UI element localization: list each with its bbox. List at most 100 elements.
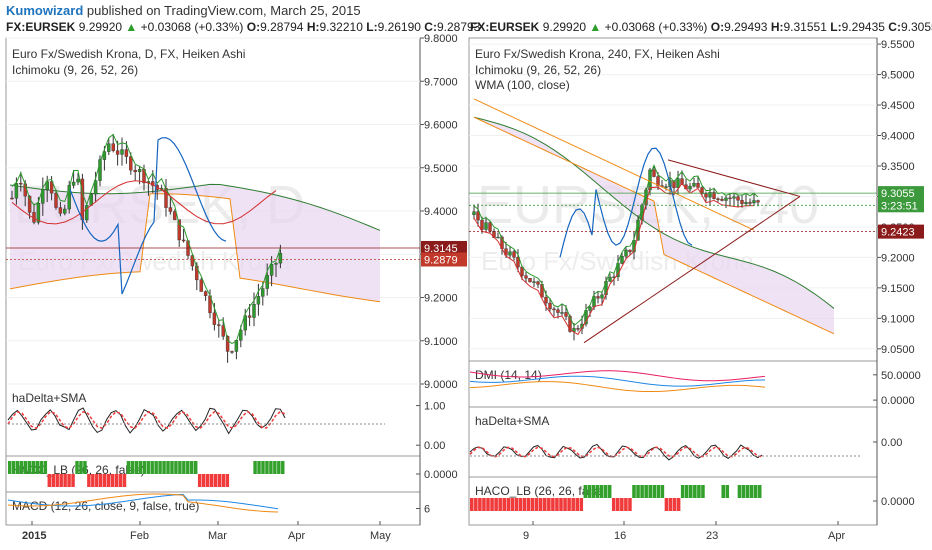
haco-bar-up xyxy=(745,485,750,498)
candle-body xyxy=(274,262,278,265)
haco-bar-up xyxy=(757,485,762,498)
haco-bar-up xyxy=(261,461,265,474)
candle-body xyxy=(716,198,720,200)
candle-body xyxy=(536,281,540,285)
haco-bar-up xyxy=(701,485,705,498)
candle-body xyxy=(556,309,560,313)
pane-y-tick-label: 0.0000 xyxy=(881,496,915,508)
right-low: 9.29435 xyxy=(841,20,885,34)
candle-body xyxy=(532,281,536,283)
candle-body xyxy=(49,181,54,194)
haco-bar-down xyxy=(575,498,579,511)
haco-bar-down xyxy=(514,498,519,511)
haco-bar-up xyxy=(273,461,277,474)
haco-bar-up xyxy=(146,461,150,474)
candle-body xyxy=(712,192,716,199)
candle-body xyxy=(516,257,520,268)
haco-bar-down xyxy=(87,474,91,487)
candle-body xyxy=(708,192,712,198)
haco-bar-down xyxy=(197,474,202,487)
haco-bar-up xyxy=(142,461,146,474)
candle-body xyxy=(652,169,656,177)
haco-bar-down xyxy=(110,474,115,487)
left-symbol: FX:EURSEK xyxy=(6,20,76,34)
haco-bar-down xyxy=(114,474,119,487)
trendline-resistance xyxy=(667,159,801,197)
right-high: 9.31551 xyxy=(783,20,827,34)
haco-bar-down xyxy=(205,474,210,487)
candle-body xyxy=(278,253,283,264)
haco-bar-up xyxy=(656,485,661,498)
senkou-span-b xyxy=(9,193,381,303)
left-low: 9.26190 xyxy=(377,20,421,34)
left-quote: FX:EURSEK 9.29920 ▲ +0.03068 (+0.33%) O:… xyxy=(6,20,481,34)
chart-title: Euro Fx/Swedish Krona, D, FX, Heiken Ash… xyxy=(12,47,245,61)
pane-title: DMI (14, 14) xyxy=(475,368,542,382)
haco-bar-up xyxy=(680,485,685,498)
header: Kumowizard published on TradingView.com,… xyxy=(0,0,932,38)
candle-body xyxy=(496,236,500,239)
haco-bar-up xyxy=(652,485,657,498)
haco-bar-down xyxy=(99,474,103,487)
ichimoku-cloud xyxy=(474,117,834,334)
haco-bar-up xyxy=(737,485,742,498)
price-label-box xyxy=(878,224,924,239)
haco-bar-down xyxy=(67,474,71,487)
candle-body xyxy=(696,183,700,188)
indicator-label: Ichimoku (9, 26, 52, 26) xyxy=(475,63,601,77)
candle-body xyxy=(151,181,155,186)
candle-body xyxy=(93,180,98,195)
haco-bar-down xyxy=(538,498,543,511)
candle-body xyxy=(261,288,265,297)
right-close: 9.30552 xyxy=(900,20,932,34)
haco-bar-up xyxy=(182,461,186,474)
candle-body xyxy=(225,336,230,352)
price-label: 9.2423 xyxy=(881,227,915,239)
haco-bar-up xyxy=(15,461,20,474)
pane-y-tick-label: 6 xyxy=(424,504,430,516)
haco-bar-down xyxy=(547,498,551,511)
tenkan-line xyxy=(473,163,759,327)
pane-y-tick-label: 1.00 xyxy=(424,401,445,413)
haco-bar-down xyxy=(59,474,63,487)
candle-body xyxy=(221,325,225,337)
x-tick-label: 2015 xyxy=(22,530,46,542)
candle-body xyxy=(528,278,532,283)
haco-bar-down xyxy=(502,498,506,511)
kijun-line xyxy=(473,182,755,336)
candle-body xyxy=(692,183,696,187)
dmi-line xyxy=(469,370,766,382)
haco-bar-down xyxy=(217,474,222,487)
haco-bar-up xyxy=(27,461,32,474)
haco-bar-up xyxy=(721,485,725,498)
candle-body xyxy=(256,296,261,305)
chikou-line xyxy=(559,147,693,258)
haco-bar-up xyxy=(281,461,285,474)
haco-bar-down xyxy=(225,474,230,487)
x-tick-label: Apr xyxy=(828,530,845,542)
haco-bar-up xyxy=(725,485,730,498)
candle-body xyxy=(63,208,67,214)
haco-bar-down xyxy=(478,498,482,511)
x-tick-label: May xyxy=(370,530,391,542)
price-label-box xyxy=(878,198,924,213)
candle-body xyxy=(480,219,484,230)
haco-bar-down xyxy=(201,474,206,487)
haco-bar-down xyxy=(506,498,511,511)
published-text: published on TradingView.com, March 25, … xyxy=(86,3,361,18)
x-tick-label: 16 xyxy=(614,530,626,542)
candle-body xyxy=(199,279,203,292)
y-tick-label: 9.5000 xyxy=(424,163,458,175)
up-arrow-icon: ▲ xyxy=(589,20,602,34)
price-label: 9.3145 xyxy=(424,243,458,255)
haco-bar-down xyxy=(522,498,527,511)
y-tick-label: 9.4000 xyxy=(881,131,915,143)
candle-body xyxy=(564,312,568,317)
price-label: 9.2879 xyxy=(424,254,458,266)
author-link[interactable]: Kumowizard xyxy=(6,3,84,18)
candle-body xyxy=(724,197,728,201)
y-tick-label: 9.2000 xyxy=(424,293,458,305)
y-tick-label: 9.4500 xyxy=(881,100,915,112)
haco-bar-up xyxy=(697,485,701,498)
x-tick-label: Mar xyxy=(208,530,227,542)
